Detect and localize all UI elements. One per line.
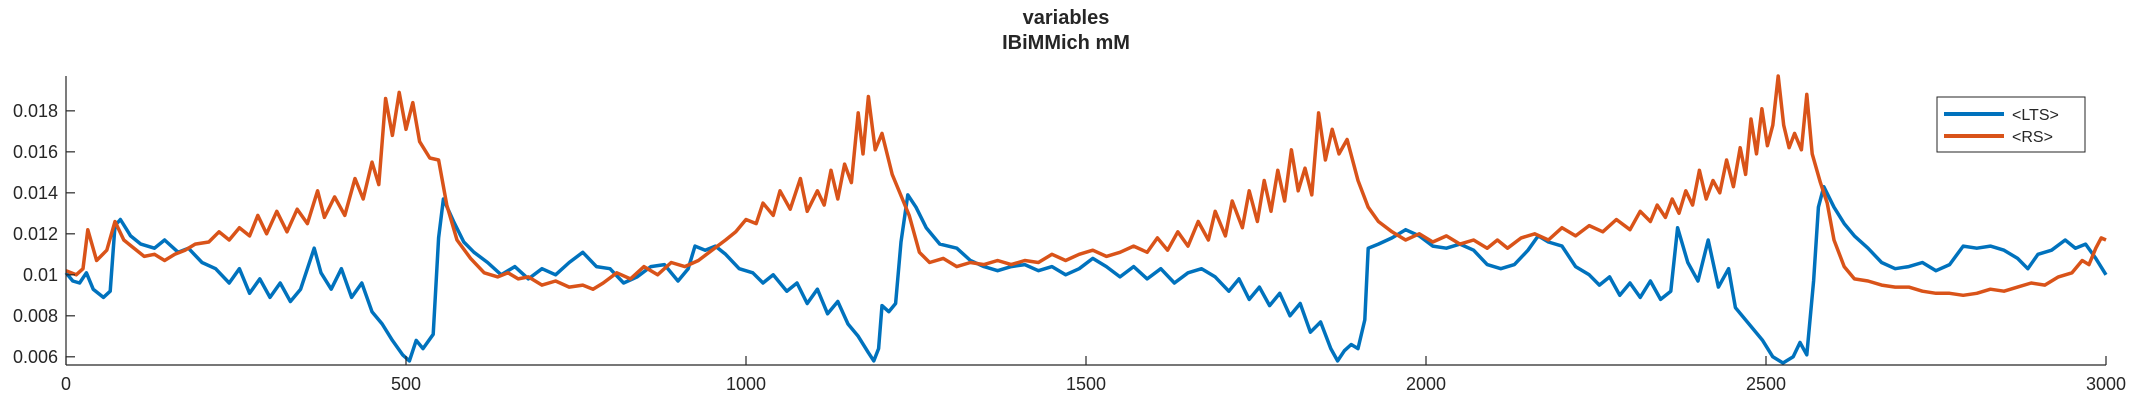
x-tick-label: 2000	[1406, 374, 1446, 394]
series-line-lts	[64, 184, 2108, 365]
y-axis-ticks: 0.006 0.008 0.01 0.012 0.014 0.016 0.018	[13, 101, 75, 367]
y-tick-label: 0.012	[13, 224, 58, 244]
x-tick-label: 0	[61, 374, 71, 394]
y-tick-label: 0.006	[13, 347, 58, 367]
legend-box	[1936, 96, 2086, 153]
x-tick-label: 3000	[2086, 374, 2126, 394]
series-layer	[64, 74, 2108, 365]
x-tick-label: 500	[391, 374, 421, 394]
y-tick-label: 0.016	[13, 142, 58, 162]
series-line-rs	[65, 74, 2107, 298]
chart-title: variables	[1023, 7, 1110, 29]
legend: <LTS> <RS>	[1936, 96, 2086, 153]
legend-label-lts: <LTS>	[2012, 107, 2059, 124]
chart-subtitle: IBiMMich mM	[1002, 32, 1130, 54]
y-tick-label: 0.018	[13, 101, 58, 121]
legend-label-rs: <RS>	[2012, 129, 2053, 146]
y-tick-label: 0.01	[23, 265, 58, 285]
x-tick-label: 1000	[726, 374, 766, 394]
y-tick-label: 0.008	[13, 306, 58, 326]
x-tick-label: 1500	[1066, 374, 1106, 394]
x-axis-ticks: 0 500 1000 1500 2000 2500 3000	[61, 356, 2126, 394]
y-tick-label: 0.014	[13, 183, 58, 203]
x-tick-label: 2500	[1746, 374, 1786, 394]
